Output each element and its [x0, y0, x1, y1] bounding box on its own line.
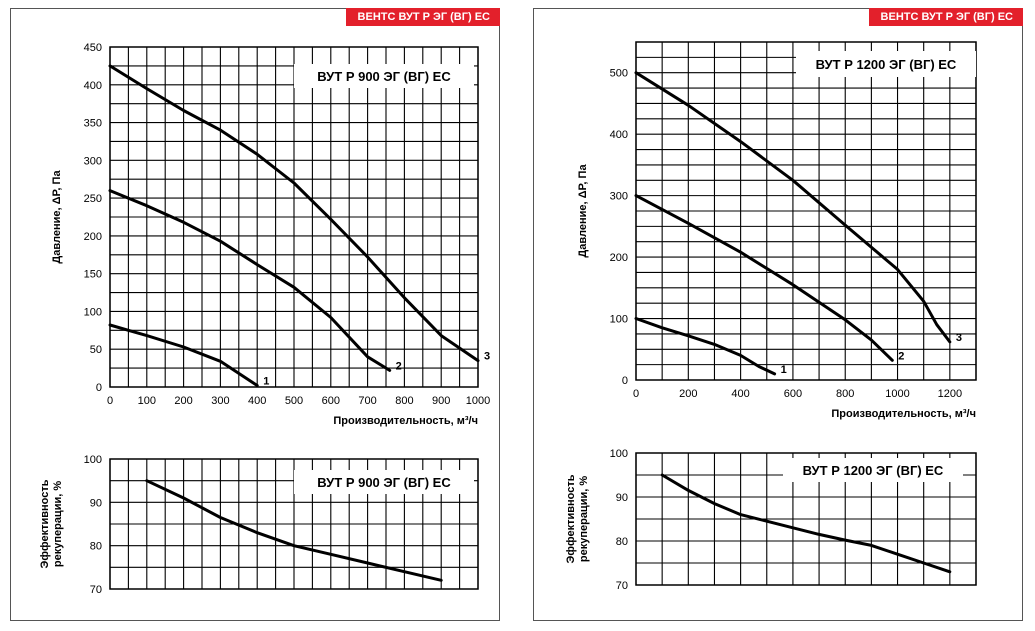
- series-label: 1: [263, 375, 269, 387]
- x-tick-label: 800: [395, 395, 413, 407]
- series-line-1: [108, 323, 259, 387]
- y-tick-label: 450: [84, 42, 102, 54]
- x-tick-label: 400: [731, 388, 749, 400]
- y-tick-label: 50: [90, 344, 102, 356]
- y-axis-title: Эффективность: [565, 474, 577, 563]
- series-label: 1: [781, 364, 787, 376]
- series-line-1: [634, 317, 777, 376]
- title-box: [294, 64, 474, 88]
- x-tick-label: 600: [784, 388, 802, 400]
- chart-title: ВУТ Р 900 ЭГ (ВГ) ЕС: [317, 69, 451, 84]
- series-line-3: [108, 64, 480, 363]
- series-label: 3: [956, 332, 962, 344]
- series-line-3: [634, 71, 952, 344]
- y-tick-label: 150: [84, 269, 102, 281]
- x-tick-label: 700: [358, 395, 376, 407]
- y-tick-label: 300: [610, 191, 628, 203]
- y-tick-label: 250: [84, 193, 102, 205]
- plot-frame: [635, 41, 977, 381]
- series-line-1: [145, 479, 443, 582]
- title-box: [796, 51, 976, 77]
- y-tick-label: 100: [84, 306, 102, 318]
- y-axis-title: рекуперации, %: [52, 481, 64, 567]
- plot-frame: [635, 452, 977, 586]
- y-tick-label: 90: [616, 492, 628, 504]
- x-tick-label: 1200: [938, 388, 962, 400]
- plot-frame: [109, 458, 479, 590]
- y-tick-label: 200: [610, 252, 628, 264]
- y-axis-title: рекуперации, %: [578, 476, 590, 562]
- series-line-1: [660, 473, 952, 574]
- y-tick-label: 90: [90, 497, 102, 509]
- series-label: 2: [396, 360, 402, 372]
- y-tick-label: 100: [610, 314, 628, 326]
- x-tick-label: 500: [285, 395, 303, 407]
- y-tick-label: 0: [96, 382, 102, 394]
- panel-left: ВЕНТС ВУТ Р ЭГ (ВГ) ЕС ВУТ Р 900 ЭГ (ВГ)…: [10, 8, 500, 621]
- x-tick-label: 0: [107, 395, 113, 407]
- x-tick-label: 600: [322, 395, 340, 407]
- y-tick-label: 0: [622, 375, 628, 387]
- title-box: [294, 470, 474, 494]
- y-tick-label: 200: [84, 231, 102, 243]
- y-tick-label: 300: [84, 155, 102, 167]
- x-tick-label: 0: [633, 388, 639, 400]
- brand-banner: ВЕНТС ВУТ Р ЭГ (ВГ) ЕС: [868, 8, 1023, 26]
- series-line-2: [634, 194, 894, 362]
- x-tick-label: 400: [248, 395, 266, 407]
- x-tick-label: 1000: [466, 395, 490, 407]
- chart-title: ВУТ Р 900 ЭГ (ВГ) ЕС: [317, 475, 451, 490]
- chart-title: ВУТ Р 1200 ЭГ (ВГ) ЕС: [803, 463, 944, 478]
- y-tick-label: 500: [610, 68, 628, 80]
- x-axis-title: Производительность, м³/ч: [333, 415, 478, 427]
- x-tick-label: 900: [432, 395, 450, 407]
- x-tick-label: 300: [211, 395, 229, 407]
- y-tick-label: 100: [84, 454, 102, 466]
- y-tick-label: 100: [610, 448, 628, 460]
- y-tick-label: 70: [90, 584, 102, 596]
- plot-frame: [109, 46, 479, 388]
- y-tick-label: 80: [90, 541, 102, 553]
- y-tick-label: 400: [610, 129, 628, 141]
- title-box: [783, 458, 963, 482]
- chart-canvas-right: ВУТ Р 1200 ЭГ (ВГ) ЕС 0 100 200 300 400 500 0 20…: [565, 41, 977, 592]
- x-tick-label: 200: [679, 388, 697, 400]
- series-label: 2: [898, 350, 904, 362]
- x-tick-label: 200: [174, 395, 192, 407]
- x-tick-label: 100: [138, 395, 156, 407]
- chart-title: ВУТ Р 1200 ЭГ (ВГ) ЕС: [816, 57, 957, 72]
- panel-right: ВЕНТС ВУТ Р ЭГ (ВГ) ЕС ВУТ Р 1200 ЭГ (ВГ…: [533, 8, 1023, 621]
- y-tick-label: 350: [84, 118, 102, 130]
- series-line-2: [108, 189, 392, 372]
- x-tick-label: 800: [836, 388, 854, 400]
- chart-canvas-left: ВУТ Р 900 ЭГ (ВГ) ЕС05010015020025030035…: [39, 42, 490, 596]
- y-axis-title: Давление, ΔP, Па: [51, 170, 63, 264]
- x-tick-label: 1000: [885, 388, 909, 400]
- y-axis-title: Эффективность: [39, 479, 51, 568]
- y-axis-title: Давление, ΔP, Па: [577, 164, 589, 258]
- brand-banner: ВЕНТС ВУТ Р ЭГ (ВГ) ЕС: [345, 8, 500, 26]
- y-tick-label: 80: [616, 536, 628, 548]
- series-label: 3: [484, 351, 490, 363]
- y-tick-label: 400: [84, 80, 102, 92]
- y-tick-label: 70: [616, 580, 628, 592]
- x-axis-title: Производительность, м³/ч: [831, 408, 976, 420]
